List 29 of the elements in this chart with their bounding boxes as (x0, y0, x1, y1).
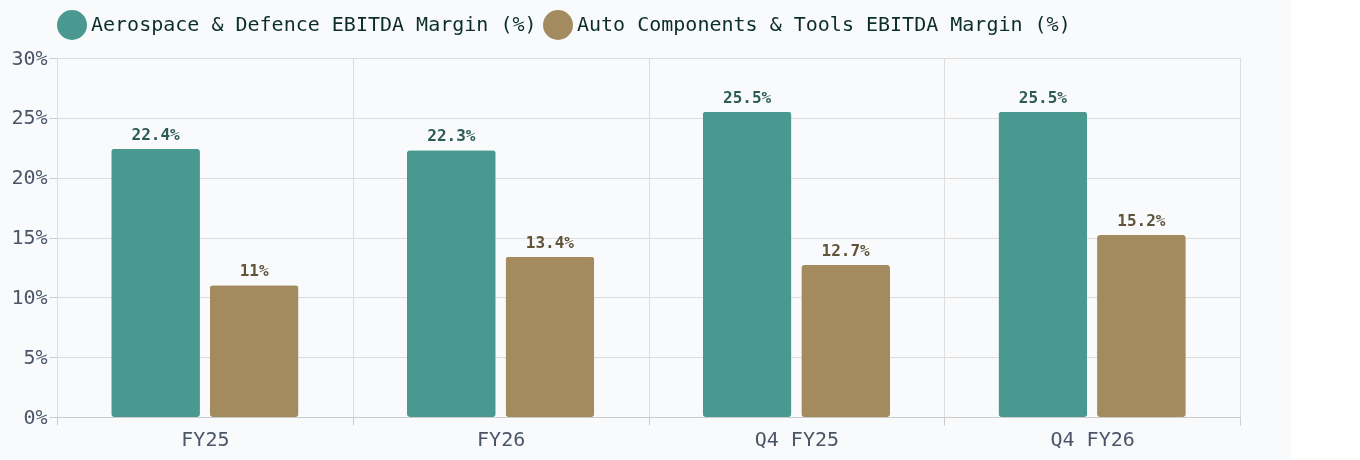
y-tick-label: 5% (23, 344, 48, 369)
data-label: 25.5% (1018, 87, 1068, 107)
legend-label: Auto Components & Tools EBITDA Margin (%) (577, 12, 1071, 36)
y-tick-label: 15% (11, 225, 48, 249)
data-label: 25.5% (723, 87, 772, 107)
x-tick-label: FY26 (477, 426, 526, 451)
bar (209, 285, 299, 417)
x-tick-label: Q4 FY26 (1050, 426, 1135, 451)
data-label: 22.4% (131, 124, 181, 144)
data-label: 11% (239, 261, 269, 281)
data-label: 15.2% (1117, 211, 1166, 231)
data-label: 22.3% (427, 126, 476, 146)
data-label: 13.4% (525, 232, 575, 252)
y-tick-label: 30% (11, 45, 48, 70)
y-tick-label: 0% (23, 404, 48, 429)
y-tick-label: 10% (11, 284, 48, 309)
bar (801, 265, 891, 417)
legend-label: Aerospace & Defence EBITDA Margin (%) (91, 12, 537, 36)
bar (1097, 235, 1186, 417)
bar (111, 148, 200, 417)
y-tick-label: 20% (11, 165, 48, 190)
data-label: 12.7% (821, 241, 871, 261)
y-tick-label: 25% (11, 105, 48, 130)
bar (998, 111, 1088, 417)
bar (505, 256, 595, 417)
x-tick-label: Q4 FY25 (754, 426, 840, 451)
bar (406, 150, 496, 417)
bar (702, 111, 792, 417)
x-tick-label: FY25 (181, 426, 230, 451)
